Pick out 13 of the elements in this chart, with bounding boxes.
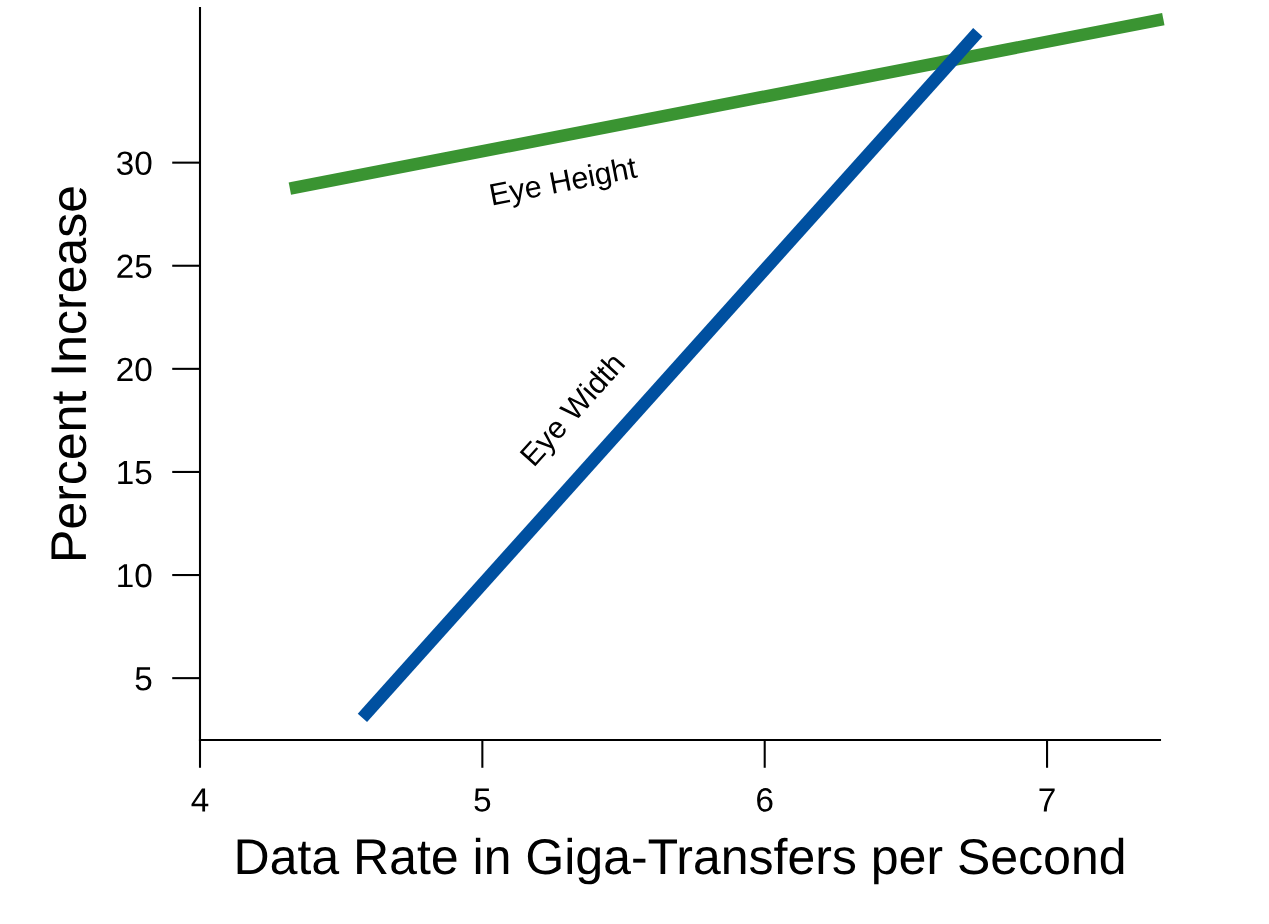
x-tick-label: 5: [474, 788, 491, 812]
y-tick-label: 15: [118, 461, 152, 485]
y-tick-label: 30: [116, 151, 152, 176]
x-tick-label: 6: [757, 788, 773, 812]
x-tick-label: 4: [191, 788, 209, 812]
text: Eye Height: [489, 155, 640, 212]
y-tick-label: 25: [117, 254, 152, 279]
y-tick-label: 20: [117, 357, 152, 382]
x-axis-title: Data Rate in Giga-Transfers per Second: [237, 837, 1124, 885]
y-axis-title: Percent Increase: [51, 187, 87, 559]
y-tick-label: 5: [135, 667, 152, 691]
x-tick-label: 7: [1039, 788, 1055, 812]
y-tick-label: 10: [118, 563, 152, 588]
